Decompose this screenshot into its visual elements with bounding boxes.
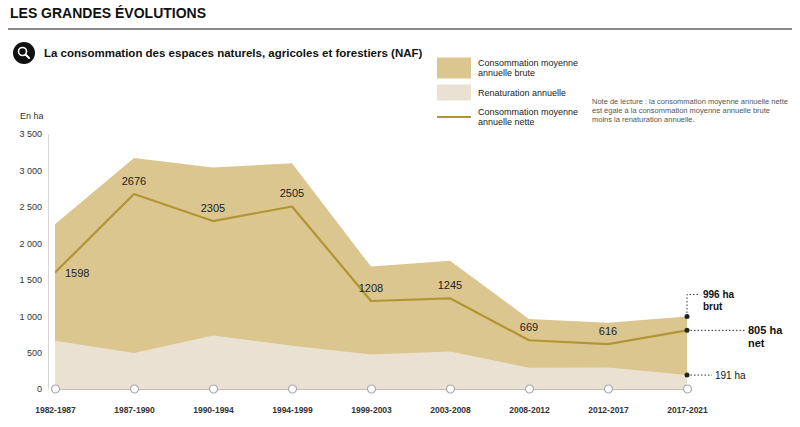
text-line: est égale à la consommation moyenne annu… — [592, 106, 770, 115]
x-tick: 1982-1987 — [35, 385, 76, 415]
x-tick-label: 2008-2012 — [509, 405, 550, 415]
x-tick: 2003-2008 — [430, 385, 471, 415]
x-tick-dot — [52, 385, 60, 393]
text-line: Consommation moyenne — [478, 58, 578, 68]
area-0 — [55, 158, 687, 389]
x-tick-dot — [289, 385, 297, 393]
x-tick-dot — [447, 385, 455, 393]
data-label: 2505 — [280, 187, 304, 199]
data-label: 1598 — [65, 267, 89, 279]
x-tick-label: 1999-2003 — [351, 405, 392, 415]
text-line: annuelle brute — [478, 68, 535, 78]
line-2 — [55, 194, 687, 344]
x-tick: 1999-2003 — [351, 385, 392, 415]
data-label: 2676 — [122, 175, 146, 187]
header: LES GRANDES ÉVOLUTIONS — [10, 5, 206, 21]
y-tick-label: 1 500 — [19, 275, 42, 285]
y-tick: 1 500 — [19, 275, 48, 285]
x-tick: 1990-1994 — [193, 385, 234, 415]
x-tick-label: 1987-1990 — [114, 405, 155, 415]
y-tick: 2 000 — [19, 239, 48, 249]
annotation-dot — [685, 314, 690, 319]
chart-title: La consommation des espaces naturels, ag… — [44, 47, 423, 59]
data-label: 2305 — [201, 202, 225, 214]
y-tick: 2 500 — [19, 202, 48, 212]
y-tick-label: 3 500 — [19, 129, 42, 139]
annotation-text: 805 ha — [748, 324, 783, 336]
annotation-dot — [685, 328, 690, 333]
x-tick: 2012-2017 — [588, 385, 629, 415]
data-labels: 1598 2676 2305 2505 1208 1245 669 616 — [65, 175, 617, 337]
x-tick-dot — [526, 385, 534, 393]
y-tick-label: 1 000 — [19, 312, 42, 322]
chart-root: LES GRANDES ÉVOLUTIONS La consommation de… — [0, 0, 800, 427]
x-tick-label: 1994-1999 — [272, 405, 313, 415]
x-tick: 2017-2021 — [667, 385, 708, 415]
x-tick-label: 2017-2021 — [667, 405, 708, 415]
text-line: Renaturation annuelle — [478, 88, 566, 98]
note: Note de lecture : la consommation moyenn… — [592, 97, 788, 124]
y-tick-label: 500 — [27, 348, 42, 358]
text-line: moins la renaturation annuelle. — [592, 115, 695, 124]
y-tick: 1 000 — [19, 312, 48, 322]
header-rule — [8, 29, 792, 30]
y-tick: 500 — [27, 348, 48, 358]
icon-handle — [26, 55, 30, 59]
annotation-text: 996 ha — [703, 289, 735, 300]
x-tick-dot — [684, 385, 692, 393]
icon-disc — [13, 42, 35, 64]
x-tick: 1994-1999 — [272, 385, 313, 415]
annotation-dot — [685, 373, 690, 378]
y-axis-line — [48, 135, 49, 390]
text-line: Consommation moyenne — [478, 107, 578, 117]
x-tick-dot — [210, 385, 218, 393]
data-label: 669 — [520, 321, 538, 333]
text-line: annuelle nette — [478, 117, 535, 127]
y-tick-label: 3 000 — [19, 166, 42, 176]
legend-label: Consommation moyenneannuelle nette — [478, 107, 578, 127]
legend-swatch — [437, 85, 471, 101]
data-label: 1245 — [438, 279, 462, 291]
annotation-subtext: brut — [703, 301, 723, 312]
x-tick-label: 2012-2017 — [588, 405, 629, 415]
text-line: Note de lecture : la consommation moyenn… — [592, 97, 788, 106]
x-tick-label: 1990-1994 — [193, 405, 234, 415]
annotation-subtext: net — [748, 337, 765, 349]
x-tick-dot — [605, 385, 613, 393]
legend: Consommation moyenneannuelle bruteRenatu… — [437, 58, 578, 128]
x-tick-dot — [131, 385, 139, 393]
x-tick: 2008-2012 — [509, 385, 550, 415]
y-tick-label: 2 500 — [19, 202, 42, 212]
legend-label: Consommation moyenneannuelle brute — [478, 58, 578, 78]
y-tick-label: 0 — [37, 384, 42, 394]
legend-swatch — [437, 58, 471, 79]
data-label: 1208 — [359, 282, 383, 294]
y-tick: 0 — [37, 384, 48, 394]
y-tick-label: 2 000 — [19, 239, 42, 249]
x-tick: 1987-1990 — [114, 385, 155, 415]
title-icon — [13, 42, 35, 64]
plot-marks — [55, 158, 687, 389]
y-axis: 0 500 1 000 1 500 2 000 2 500 3 000 3 500 — [19, 129, 48, 394]
y-tick: 3 000 — [19, 166, 48, 176]
annotation-leader — [687, 294, 700, 316]
x-tick-label: 2003-2008 — [430, 405, 471, 415]
annotation-text: 191 ha — [715, 370, 746, 381]
y-axis-label: En ha — [20, 111, 44, 121]
legend-label: Renaturation annuelle — [478, 88, 566, 98]
data-label: 616 — [599, 325, 617, 337]
y-tick: 3 500 — [19, 129, 48, 139]
annotations: 996 habrut 805 hanet 191 ha — [685, 289, 784, 381]
legend-swatch — [437, 116, 471, 118]
x-tick-dot — [368, 385, 376, 393]
annotation-leader — [687, 375, 712, 376]
annotation-leader — [687, 330, 745, 331]
x-tick-label: 1982-1987 — [35, 405, 76, 415]
x-axis: 1982-1987 1987-1990 1990-1994 1994-1999 1999… — [35, 385, 708, 415]
